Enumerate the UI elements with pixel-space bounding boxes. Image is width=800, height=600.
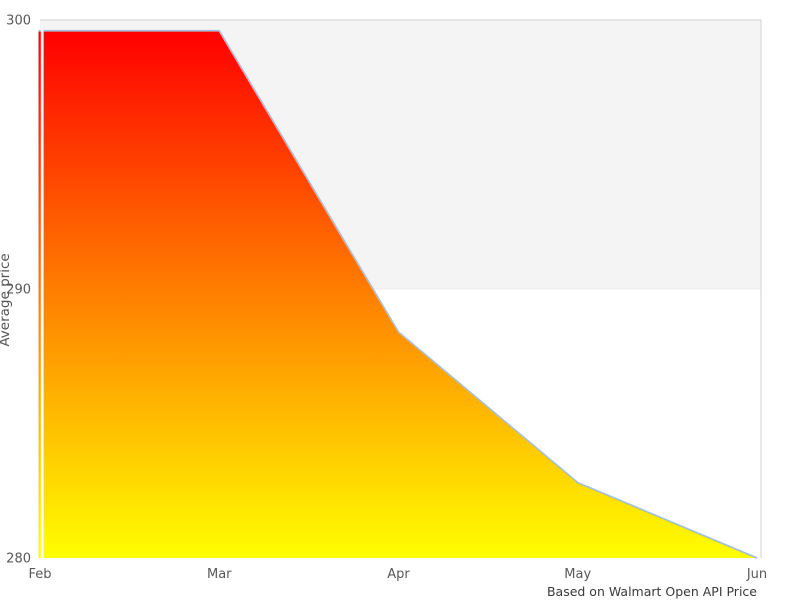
y-tick-label: 290 [6, 283, 31, 298]
x-tick-label: Feb [28, 567, 51, 582]
x-axis-tick-labels: Feb Mar Apr May Jun [28, 567, 767, 582]
y-tick-label: 300 [6, 14, 31, 29]
y-axis-title: Average price [0, 253, 13, 346]
area-series-fill [38, 30, 757, 558]
area-series [38, 29, 758, 559]
x-tick-label: May [564, 567, 591, 582]
x-tick-label: Apr [387, 567, 410, 582]
x-tick-label: Jun [746, 567, 767, 582]
chart-caption: Based on Walmart Open API Price [547, 584, 757, 599]
y-tick-label: 280 [6, 552, 31, 567]
x-tick-label: Mar [207, 567, 232, 582]
area-series-line [38, 29, 758, 559]
y-axis-tick-labels: 280 290 300 [6, 14, 31, 567]
